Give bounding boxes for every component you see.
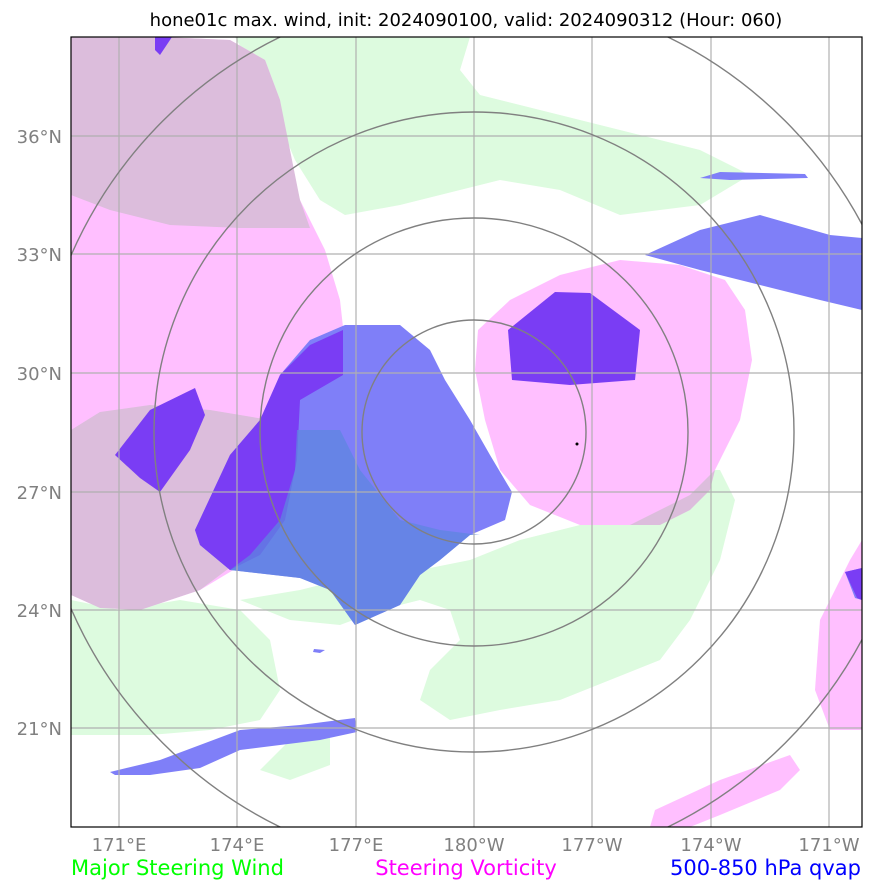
lat-label: 21°N [17,719,62,740]
qvap-region-northeast-sliver [700,172,808,180]
steering-wind-region-southwest [71,600,280,735]
qvap-core-central [195,330,343,570]
range-ring-2 [259,217,689,647]
lon-label: 177°W [561,835,622,856]
legend-steering-vorticity: Steering Vorticity [375,856,557,880]
steering-wind-region-north [235,37,750,215]
lat-label: 24°N [17,601,62,622]
qvap-region-northeast [645,215,862,310]
steering-wind-layer [71,37,750,780]
lon-label: 180°W [443,835,504,856]
lat-label: 30°N [17,364,62,385]
steering-wind-region-central [240,470,735,720]
vorticity-region-far-south [650,755,800,827]
qvap-region-south [110,718,357,775]
qvap-region-spec [313,649,325,653]
lon-label: 171°E [92,835,147,856]
range-ring-1 [361,319,587,545]
qvap-core-east-edge [845,568,862,600]
gridlines [71,37,862,827]
lon-label: 177°E [329,835,384,856]
map-layers [71,37,862,827]
lon-label: 171°W [798,835,859,856]
overlap-region-northwest [71,37,310,228]
qvap-blend-region [230,430,480,625]
lat-label: 33°N [17,245,62,266]
range-rings [71,37,862,827]
lon-label: 174°E [210,835,265,856]
latitude-labels: 36°N 33°N 30°N 27°N 24°N 21°N [17,127,62,740]
qvap-core-west [115,388,205,492]
map-frame [70,36,863,828]
legend-qvap: 500-850 hPa qvap [670,856,861,880]
storm-center-marker [575,442,579,446]
longitude-labels: 171°E 174°E 177°E 180°W 177°W 174°W 171°… [92,835,860,856]
range-ring-3 [153,111,795,753]
lat-label: 36°N [17,127,62,148]
map-title: hone01c max. wind, init: 2024090100, val… [150,10,783,31]
lat-label: 27°N [17,483,62,504]
legend-steering-wind: Major Steering Wind [71,856,284,880]
lon-label: 174°W [680,835,741,856]
qvap-core-east [508,292,640,385]
qvap-core-layer [115,37,862,600]
overlap-region-east [630,470,715,525]
legend: Major Steering Wind Steering Vorticity 5… [71,856,861,880]
qvap-core-north [155,37,172,55]
vorticity-region-southeast [815,540,862,730]
